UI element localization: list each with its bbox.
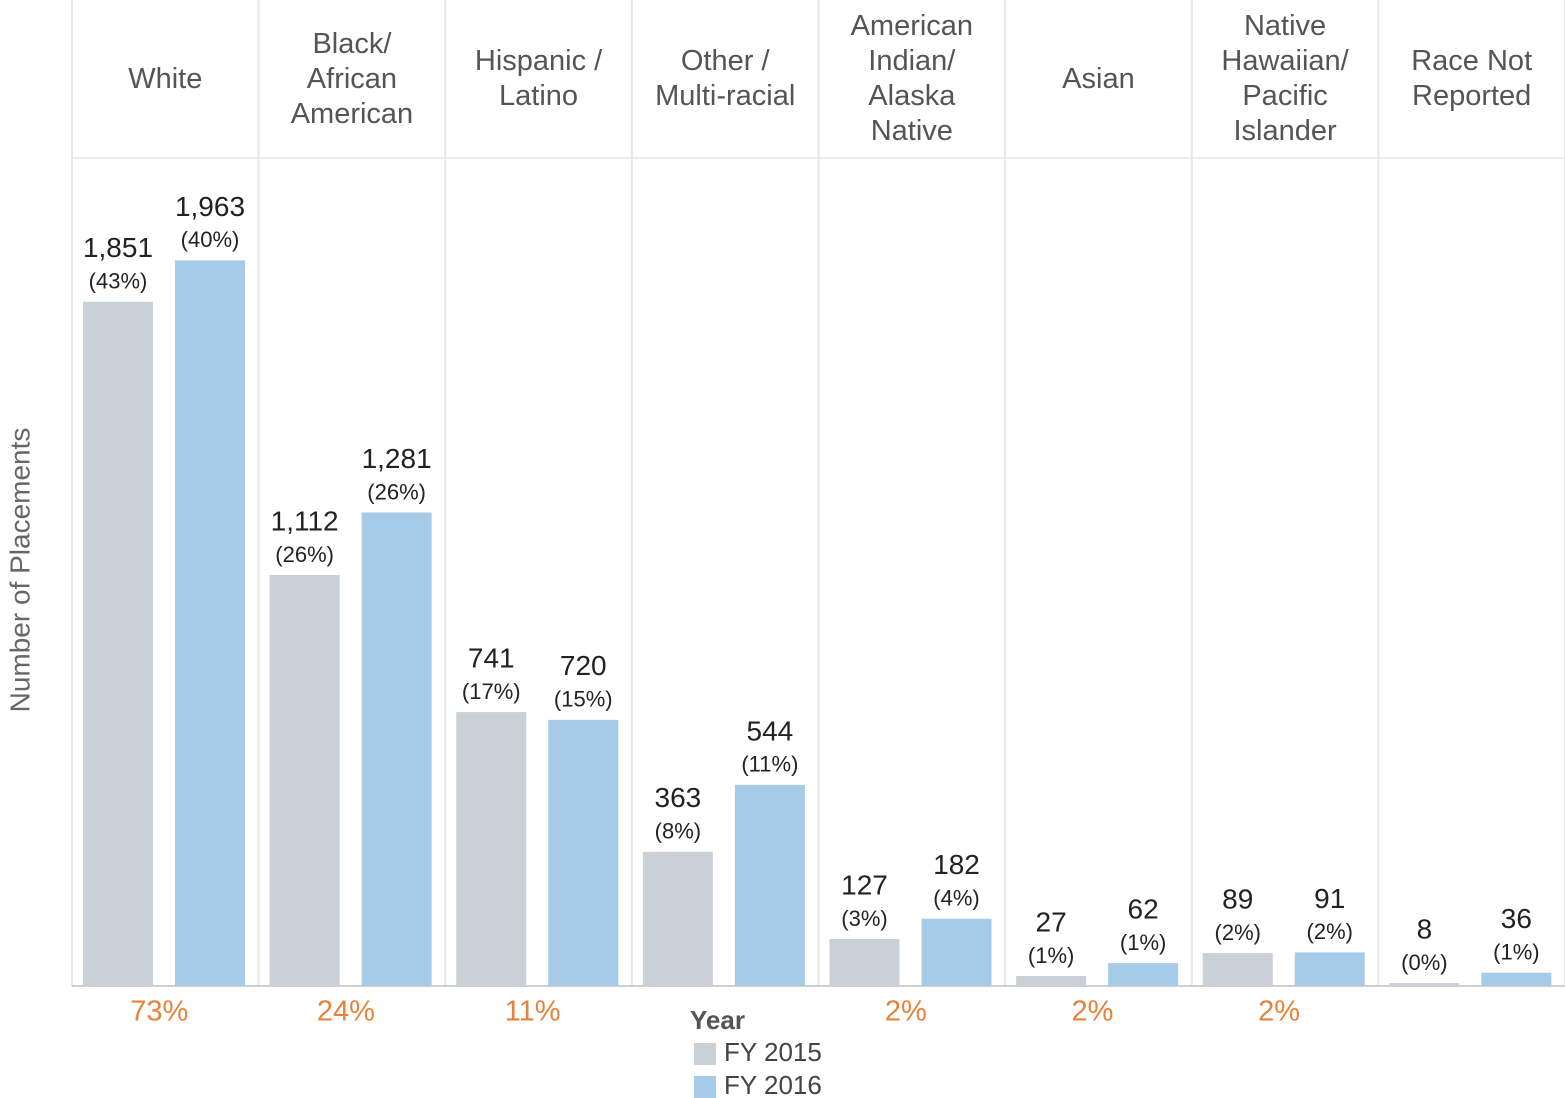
bar (921, 918, 992, 986)
footer-label: 73% (130, 996, 188, 1028)
value-label: 363 (655, 782, 702, 813)
bar (83, 301, 153, 986)
percent-label: (1%) (1028, 943, 1074, 968)
percent-label: (15%) (554, 687, 613, 712)
bar (1389, 983, 1460, 986)
percent-label: (17%) (462, 679, 521, 704)
percent-label: (0%) (1401, 950, 1447, 975)
bar (1481, 972, 1552, 986)
legend-label: FY 2016 (724, 1070, 822, 1098)
value-label: 8 (1417, 913, 1433, 944)
category-label: Hispanic / Latino (474, 45, 603, 112)
percent-label: (1%) (1120, 930, 1166, 955)
value-label: 27 (1036, 906, 1067, 937)
value-label: 1,281 (362, 443, 432, 474)
legend-swatch (694, 1043, 716, 1065)
percent-label: (4%) (933, 886, 979, 911)
y-axis-label: Number of Placements (4, 428, 35, 713)
value-label: 36 (1501, 903, 1532, 934)
bar (269, 574, 340, 986)
footer-label: 2% (1071, 996, 1113, 1028)
percent-label: (2%) (1307, 919, 1353, 944)
percent-label: (26%) (367, 479, 426, 504)
footer-label: 24% (317, 996, 375, 1028)
footer-label: 2% (1258, 996, 1300, 1028)
value-label: 544 (747, 715, 794, 746)
value-label: 89 (1222, 883, 1253, 914)
category-label: Asian (1062, 62, 1135, 95)
value-label: 720 (560, 650, 607, 681)
value-label: 1,112 (271, 505, 339, 536)
legend-title: Year (690, 1005, 745, 1035)
percent-label: (43%) (89, 269, 148, 294)
category-label: Race Not Reported (1411, 45, 1533, 112)
category-label: White (128, 62, 203, 95)
percent-label: (8%) (655, 819, 701, 844)
category-label: Native Hawaiian/ Pacific Islander (1221, 10, 1349, 147)
category-label: Black/ African American (290, 27, 414, 130)
value-label: 1,963 (175, 191, 245, 222)
percent-label: (11%) (741, 752, 798, 777)
bar (361, 512, 432, 986)
value-label: 91 (1314, 883, 1345, 914)
percent-label: (3%) (841, 906, 887, 931)
bar (1294, 952, 1365, 986)
bar (642, 851, 713, 986)
value-label: 62 (1128, 893, 1159, 924)
footer-label: 11% (505, 996, 561, 1028)
category-label: American Indian/ Alaska Native (850, 10, 974, 147)
value-label: 1,851 (83, 232, 153, 263)
percent-label: (2%) (1215, 920, 1261, 945)
legend-label: FY 2015 (724, 1037, 822, 1067)
category-label: Other / Multi-racial (655, 45, 796, 112)
value-label: 182 (933, 849, 980, 880)
bar (1016, 976, 1087, 986)
bar (1108, 963, 1179, 986)
legend-swatch (694, 1076, 716, 1098)
bar (175, 260, 245, 986)
bar (734, 784, 805, 986)
bar (1202, 953, 1273, 986)
percent-label: (40%) (181, 227, 240, 252)
bar (829, 939, 900, 986)
percent-label: (1%) (1493, 940, 1539, 965)
footer-label: 2% (885, 996, 927, 1028)
value-label: 741 (468, 642, 515, 673)
bar (456, 712, 527, 986)
value-label: 127 (841, 869, 888, 900)
bar (548, 719, 619, 986)
percent-label: (26%) (275, 542, 334, 567)
